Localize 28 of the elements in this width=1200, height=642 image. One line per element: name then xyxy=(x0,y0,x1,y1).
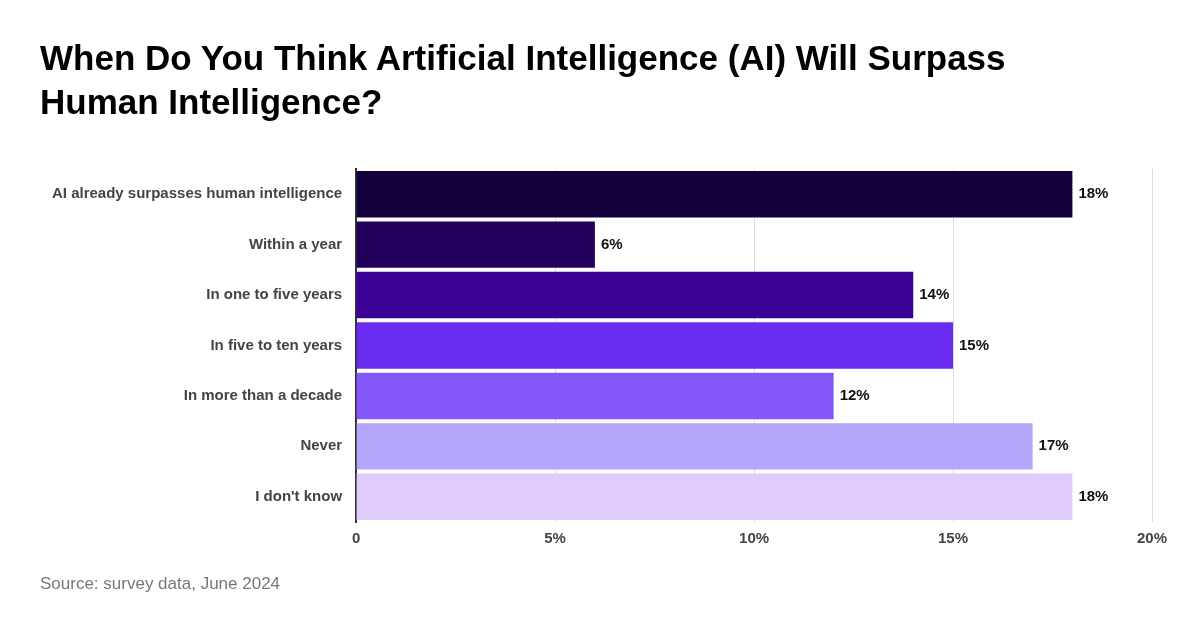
bar xyxy=(356,322,954,369)
x-tick-label: 15% xyxy=(938,529,969,547)
bar xyxy=(356,171,1073,218)
data-label: 14% xyxy=(919,285,950,303)
x-tick-label: 10% xyxy=(739,529,770,547)
y-tick-label: In more than a decade xyxy=(183,386,343,404)
y-tick-label: I don't know xyxy=(255,486,343,504)
y-tick-label: In five to ten years xyxy=(210,335,343,353)
x-tick-label: 5% xyxy=(544,529,566,547)
y-tick-label: Never xyxy=(300,436,343,454)
data-label: 18% xyxy=(1078,184,1109,202)
data-label: 12% xyxy=(839,386,870,404)
data-label: 15% xyxy=(959,335,990,353)
bar xyxy=(356,423,1033,470)
bar xyxy=(356,221,595,268)
bar xyxy=(356,473,1073,520)
data-label: 18% xyxy=(1078,486,1109,504)
x-tick-label: 0 xyxy=(351,529,361,547)
chart-title: When Do You Think Artificial Intelligence (AI) Will Surpass Human Intelligence? xyxy=(39,37,1007,123)
data-label: 17% xyxy=(1038,436,1069,454)
y-tick-label: In one to five years xyxy=(206,285,343,303)
y-tick-label: Within a year xyxy=(248,234,343,252)
data-label: 6% xyxy=(600,234,623,252)
y-tick-label: AI already surpasses human intelligence xyxy=(51,184,343,202)
bar xyxy=(356,372,834,420)
bar xyxy=(356,271,914,319)
source-note: Source: survey data, June 2024 xyxy=(39,573,282,594)
x-tick-label: 20% xyxy=(1136,529,1168,547)
